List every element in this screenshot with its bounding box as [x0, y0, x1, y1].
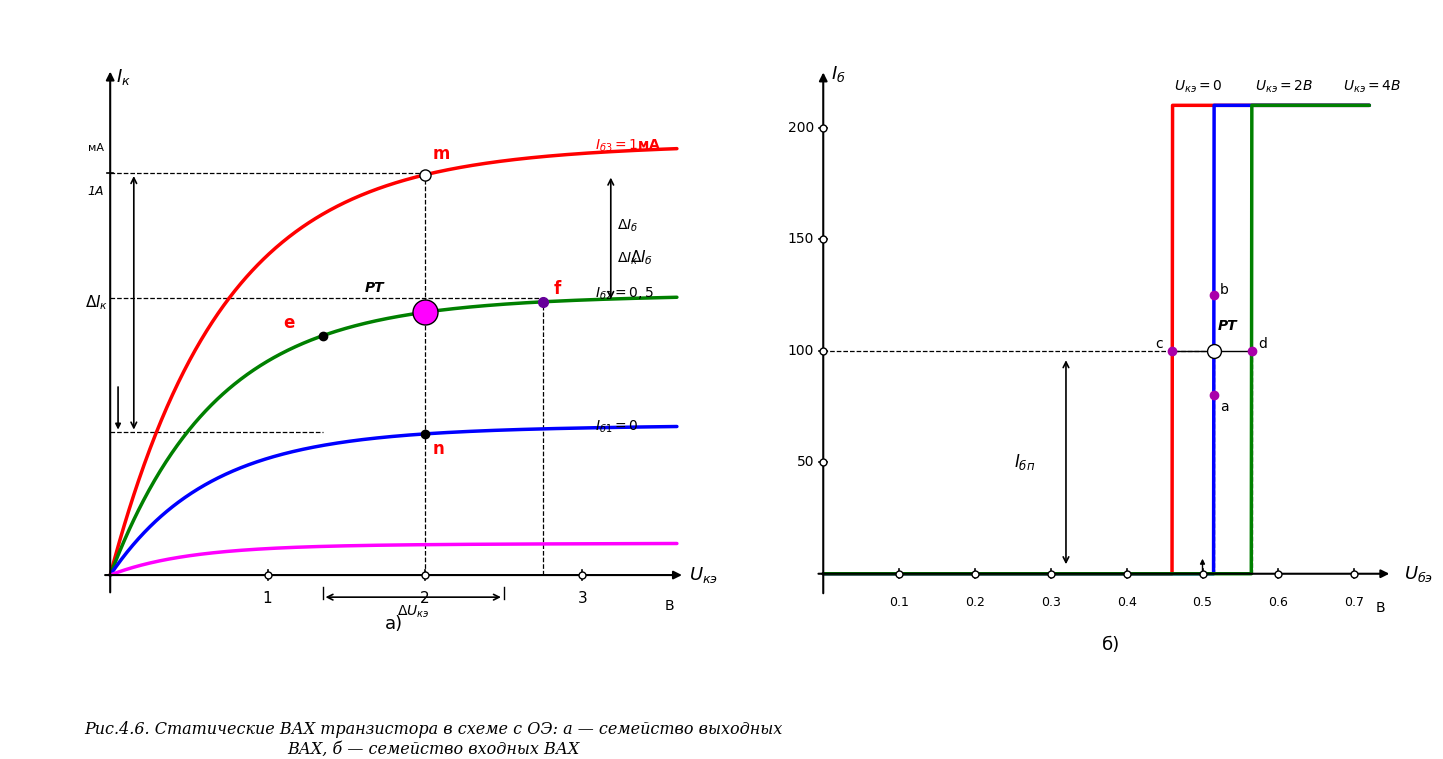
Text: e: e [283, 313, 294, 332]
Text: d: d [1258, 337, 1267, 351]
Text: 2: 2 [420, 591, 430, 606]
Text: Рис.4.6. Статические ВАХ транзистора в схеме с ОЭ: а — семейство выходных
ВАХ, б: Рис.4.6. Статические ВАХ транзистора в с… [84, 721, 782, 757]
Text: PT: PT [365, 281, 384, 295]
Text: 0.5: 0.5 [1192, 596, 1212, 609]
Text: b: b [1219, 283, 1229, 298]
Text: а): а) [384, 616, 403, 633]
Text: f: f [554, 280, 561, 298]
Text: 0.7: 0.7 [1345, 596, 1364, 609]
Text: PT: PT [1218, 319, 1237, 333]
Text: мА: мА [88, 143, 104, 153]
Text: $\Delta I_б$: $\Delta I_б$ [618, 218, 638, 235]
Text: $U_{кэ}=2$В: $U_{кэ}=2$В [1254, 79, 1313, 95]
Text: $U_{кэ}$: $U_{кэ}$ [690, 565, 719, 585]
Text: 3: 3 [577, 591, 587, 606]
Text: 0.3: 0.3 [1040, 596, 1061, 609]
Text: 0.6: 0.6 [1268, 596, 1289, 609]
Text: $I_{бп}$: $I_{бп}$ [1014, 452, 1036, 472]
Text: a: a [1219, 400, 1228, 414]
Text: $I_к$: $I_к$ [117, 67, 131, 87]
Text: $\Delta U_{кэ}$: $\Delta U_{кэ}$ [397, 603, 430, 619]
Text: $I_{б2} = 0,5$: $I_{б2} = 0,5$ [595, 286, 654, 302]
Text: 200: 200 [788, 121, 814, 134]
Text: 1: 1 [263, 591, 273, 606]
Text: В: В [1377, 600, 1385, 615]
Text: 0.4: 0.4 [1117, 596, 1137, 609]
Text: 0.2: 0.2 [965, 596, 986, 609]
Text: $I_{б3} = 1$мА: $I_{б3} = 1$мА [595, 137, 661, 153]
Text: 150: 150 [788, 232, 814, 246]
Text: $U_{бэ}$: $U_{бэ}$ [1404, 564, 1433, 584]
Text: $\Delta I_б$: $\Delta I_б$ [629, 248, 652, 267]
Text: m: m [433, 145, 450, 162]
Text: n: n [433, 440, 444, 458]
Text: В: В [664, 599, 674, 613]
Text: 1А: 1А [88, 185, 104, 198]
Text: c: c [1156, 337, 1163, 351]
Text: б): б) [1102, 636, 1121, 654]
Text: $U_{кэ}=0$: $U_{кэ}=0$ [1175, 79, 1224, 95]
Text: $\Delta I_к$: $\Delta I_к$ [85, 294, 108, 312]
Text: 0.1: 0.1 [889, 596, 909, 609]
Text: 50: 50 [797, 455, 814, 469]
Text: $U_{кэ}=4$В: $U_{кэ}=4$В [1343, 79, 1401, 95]
Text: $I_б$: $I_б$ [831, 64, 846, 84]
Text: 100: 100 [788, 344, 814, 357]
Text: $I_{б1} = 0$: $I_{б1} = 0$ [595, 418, 639, 435]
Text: $\Delta I_к$: $\Delta I_к$ [618, 250, 638, 266]
